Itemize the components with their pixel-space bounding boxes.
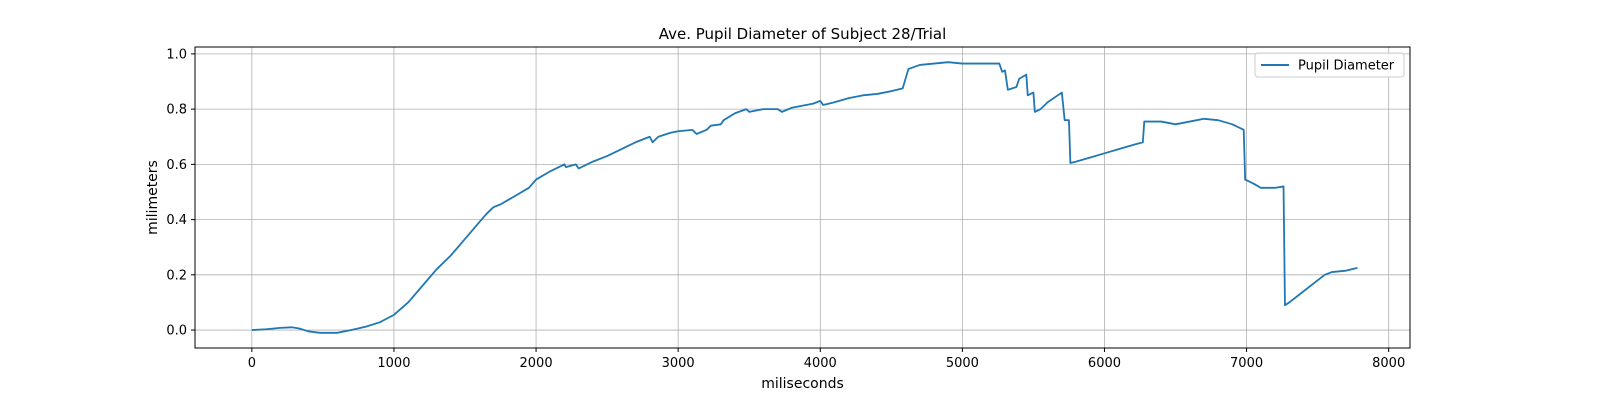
x-tick-label: 5000 (946, 356, 979, 371)
y-tick-label: 0.8 (166, 103, 187, 118)
x-tick-label: 4000 (804, 356, 837, 371)
y-tick-label: 0.4 (166, 213, 187, 228)
x-tick-label: 7000 (1230, 356, 1263, 371)
y-tick-label: 0.0 (166, 324, 187, 339)
series-layer (251, 61, 1358, 334)
x-tick-label: 2000 (520, 356, 553, 371)
y-tick-label: 0.6 (166, 158, 187, 173)
legend: Pupil Diameter (1254, 52, 1405, 78)
legend-box (1254, 52, 1405, 78)
x-tick-label: 8000 (1372, 356, 1405, 371)
x-tick-label: 6000 (1088, 356, 1121, 371)
series-line-pupil-diameter (251, 61, 1358, 334)
y-axis-label: milimeters (145, 160, 161, 235)
y-tick-label: 0.2 (166, 268, 187, 283)
x-tick-label: 3000 (662, 356, 695, 371)
grid (195, 47, 1410, 348)
chart-title: Ave. Pupil Diameter of Subject 28/Trial (659, 25, 947, 43)
plot-frame (194, 46, 1411, 349)
x-tick-label: 0 (248, 356, 256, 371)
x-tick-label: 1000 (377, 356, 410, 371)
x-axis-label: miliseconds (761, 376, 844, 392)
legend-entry-pupil-diameter: Pupil Diameter (1298, 59, 1395, 74)
y-tick-label: 1.0 (166, 47, 187, 62)
ticks: 0 1000 2000 3000 4000 5000 6000 7000 8000 0.0 0.2 0… (166, 47, 1405, 371)
